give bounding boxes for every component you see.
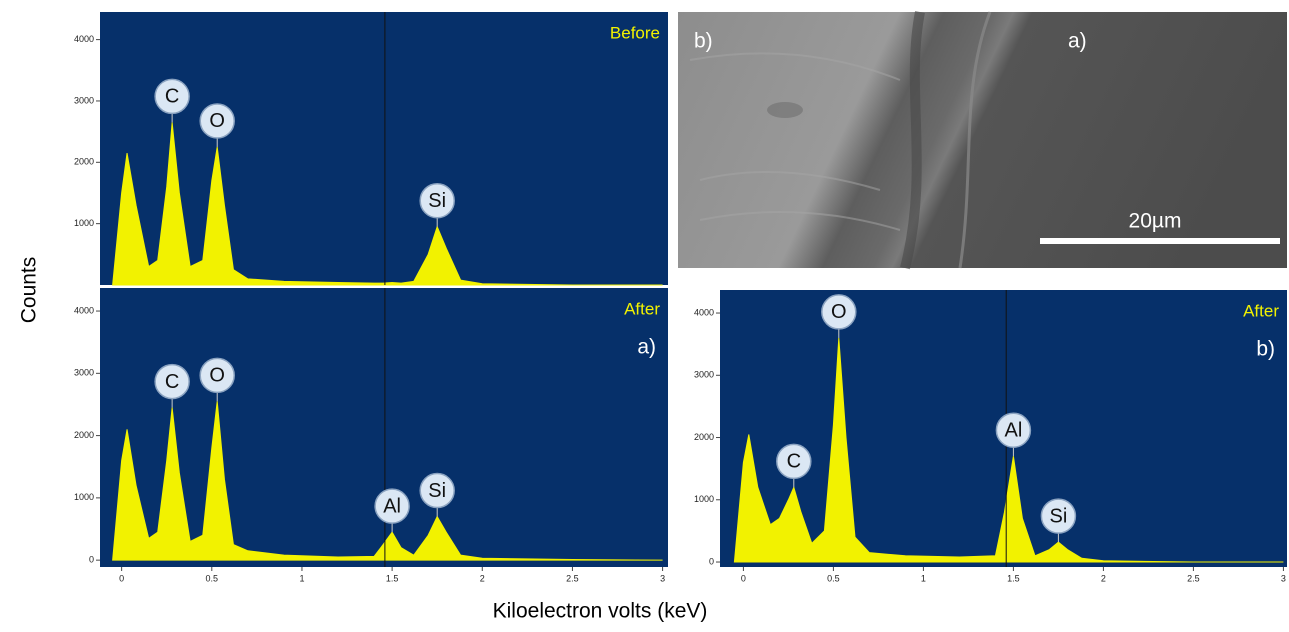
y-tick-label: 3000 xyxy=(74,368,94,378)
sem-image: b) a) 20µm xyxy=(678,11,1287,270)
x-tick-label: 3 xyxy=(660,573,665,583)
y-tick-label: 3000 xyxy=(694,370,714,380)
peak-marker xyxy=(199,103,235,139)
peak-label: O xyxy=(831,301,847,323)
y-tick-label: 3000 xyxy=(74,95,94,105)
sem-edge xyxy=(958,11,992,269)
y-tick-label: 0 xyxy=(709,556,714,566)
peak-label: C xyxy=(165,86,179,108)
y-tick-label: 1000 xyxy=(74,492,94,502)
panel-title: After xyxy=(1243,301,1279,320)
peak-marker xyxy=(419,472,455,509)
spectrum-area xyxy=(112,122,663,286)
x-tick-label: 1.5 xyxy=(386,573,399,583)
x-tick-label: 2 xyxy=(480,573,485,583)
x-tick-label: 2 xyxy=(1101,573,1106,583)
peak-label: C xyxy=(787,451,801,473)
y-tick-label: 2000 xyxy=(74,430,94,440)
sem-photo xyxy=(678,12,1287,268)
y-axis-label: Counts xyxy=(18,257,41,324)
spectrum-area xyxy=(733,337,1284,563)
peak-marker xyxy=(776,443,812,480)
x-axis-label: Kiloelectron volts (keV) xyxy=(493,600,708,623)
peak-label: O xyxy=(209,365,225,387)
plot-background xyxy=(100,12,668,285)
y-tick-label: 4000 xyxy=(74,34,94,44)
x-tick-label: 0 xyxy=(119,573,124,583)
y-tick-label: 1000 xyxy=(694,494,714,504)
panel-letter: a) xyxy=(637,336,656,359)
peak-label: Al xyxy=(383,495,401,517)
x-tick-label: 2.5 xyxy=(566,573,579,583)
y-tick-label: 4000 xyxy=(694,307,714,317)
peak-label: Si xyxy=(428,190,446,212)
y-tick-label: 4000 xyxy=(74,305,94,315)
peak-marker xyxy=(419,182,455,219)
panel-title: Before xyxy=(610,23,660,42)
x-tick-label: 0 xyxy=(741,573,746,583)
scale-bar-label: 20µm xyxy=(1129,210,1182,233)
x-tick-label: 3 xyxy=(1281,573,1286,583)
y-tick-label: 0 xyxy=(89,555,94,565)
peak-marker xyxy=(995,412,1032,448)
y-tick-label: 2000 xyxy=(74,157,94,167)
peak-label: C xyxy=(165,371,179,393)
peak-marker xyxy=(1040,498,1077,534)
peak-marker xyxy=(154,78,190,115)
x-tick-label: 1.5 xyxy=(1007,573,1020,583)
x-tick-label: 1 xyxy=(299,573,304,583)
x-tick-label: 1 xyxy=(921,573,926,583)
spectrum-panel: 1000 2000 3000 4000 Before C O Si xyxy=(74,12,668,286)
panel-title: After xyxy=(624,299,660,318)
y-tick-label: 1000 xyxy=(74,218,94,228)
x-tick-label: 0.5 xyxy=(206,573,219,583)
peak-label: O xyxy=(209,110,225,132)
x-tick-label: 0.5 xyxy=(827,573,840,583)
spectrum-panel: 0 1000 2000 3000 4000 0 0.5 1 1.5 2 2.5 3 After b) C O A… xyxy=(694,290,1287,583)
sem-feature xyxy=(767,102,803,118)
x-tick-label: 2.5 xyxy=(1187,573,1200,583)
sem-edge xyxy=(900,11,925,270)
scale-bar xyxy=(1040,238,1280,244)
spectrum-area xyxy=(112,401,663,561)
y-tick-label: 2000 xyxy=(694,432,714,442)
panel-letter: b) xyxy=(1256,338,1275,361)
sem-streaks xyxy=(689,52,901,231)
peak-label: Si xyxy=(428,480,446,502)
peak-label: Al xyxy=(1005,419,1023,441)
spectrum-panel: 0 1000 2000 3000 4000 0 0.5 1 1.5 2 2.5 3 After a) C O A… xyxy=(74,288,668,583)
sem-label: a) xyxy=(1068,30,1087,53)
sem-label: b) xyxy=(694,30,713,53)
peak-marker xyxy=(199,357,235,394)
peak-marker xyxy=(821,294,857,330)
peak-marker xyxy=(374,488,410,524)
peak-marker xyxy=(154,363,190,400)
peak-label: Si xyxy=(1050,505,1068,527)
